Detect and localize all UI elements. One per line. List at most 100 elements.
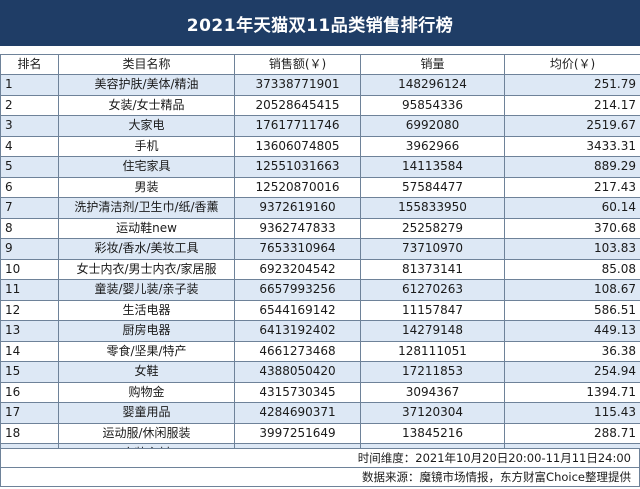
cell-sales-volume: 13845216 [360,422,505,444]
cell-avg-price: 1394.71 [504,381,640,403]
cell-sales-amount: 6923204542 [234,258,361,280]
cell-sales-amount: 17617711746 [234,115,361,137]
cell-sales-volume: 155833950 [360,197,505,219]
data-source-note: 数据来源：魔镜市场情报，东方财富Choice整理提供 [0,467,640,487]
cell-sales-volume: 6992080 [360,115,505,137]
table-row: 15 女鞋 4388050420 17211853 254.94 [0,361,640,383]
cell-sales-amount: 20528645415 [234,94,361,116]
cell-sales-volume: 14113584 [360,156,505,178]
cell-category: 零食/坚果/特产 [58,340,235,362]
table-row: 8 运动鞋new 9362747833 25258279 370.68 [0,217,640,239]
cell-sales-volume: 95854336 [360,94,505,116]
cell-category: 住宅家具 [58,156,235,178]
cell-rank: 13 [0,320,59,342]
cell-sales-amount: 3997251649 [234,422,361,444]
cell-category: 女装/女士精品 [58,94,235,116]
header-sales-amount: 销售额(￥) [234,54,361,75]
cell-sales-volume: 25258279 [360,217,505,239]
cell-rank: 14 [0,340,59,362]
cell-category: 厨房电器 [58,320,235,342]
cell-sales-volume: 128111051 [360,340,505,362]
table-row: 12 生活电器 6544169142 11157847 586.51 [0,299,640,321]
cell-sales-volume: 37120304 [360,402,505,424]
cell-category: 运动服/休闲服装 [58,422,235,444]
cell-sales-volume: 11157847 [360,299,505,321]
cell-avg-price: 108.67 [504,279,640,301]
cell-avg-price: 251.79 [504,74,640,96]
cell-category: 美容护肤/美体/精油 [58,74,235,96]
header-row: 排名 类目名称 销售额(￥) 销量 均价(￥) [0,54,640,75]
cell-rank: 8 [0,217,59,239]
cell-sales-volume: 61270263 [360,279,505,301]
cell-sales-volume: 57584477 [360,176,505,198]
header-category: 类目名称 [58,54,235,75]
cell-avg-price: 60.14 [504,197,640,219]
cell-sales-amount: 7653310964 [234,238,361,260]
cell-category: 女鞋 [58,361,235,383]
cell-avg-price: 288.71 [504,422,640,444]
cell-sales-amount: 4284690371 [234,402,361,424]
table-row: 7 洗护清洁剂/卫生巾/纸/香薰 9372619160 155833950 60.14 [0,197,640,219]
cell-sales-amount: 9362747833 [234,217,361,239]
cell-sales-volume: 3094367 [360,381,505,403]
cell-rank: 9 [0,238,59,260]
cell-sales-amount: 4388050420 [234,361,361,383]
cell-rank: 3 [0,115,59,137]
cell-avg-price: 889.29 [504,156,640,178]
cell-category: 生活电器 [58,299,235,321]
cell-rank: 12 [0,299,59,321]
cell-sales-volume: 148296124 [360,74,505,96]
cell-category: 彩妆/香水/美妆工具 [58,238,235,260]
page-title: 2021年天猫双11品类销售排行榜 [0,0,640,46]
cell-rank: 10 [0,258,59,280]
cell-sales-amount: 9372619160 [234,197,361,219]
cell-sales-amount: 12520870016 [234,176,361,198]
cell-rank: 6 [0,176,59,198]
table-row: 9 彩妆/香水/美妆工具 7653310964 73710970 103.83 [0,238,640,260]
table-body: 1 美容护肤/美体/精油 37338771901 148296124 251.79 2 女装… [0,74,640,485]
cell-rank: 2 [0,94,59,116]
table-row: 2 女装/女士精品 20528645415 95854336 214.17 [0,94,640,116]
table-row: 10 女士内衣/男士内衣/家居服 6923204542 81373141 85.08 [0,258,640,280]
cell-avg-price: 217.43 [504,176,640,198]
cell-rank: 7 [0,197,59,219]
cell-sales-amount: 4315730345 [234,381,361,403]
cell-rank: 16 [0,381,59,403]
cell-sales-amount: 13606074805 [234,135,361,157]
cell-sales-volume: 14279148 [360,320,505,342]
table-row: 17 婴童用品 4284690371 37120304 115.43 [0,402,640,424]
table-header: 排名 类目名称 销售额(￥) 销量 均价(￥) [0,54,640,75]
cell-avg-price: 2519.67 [504,115,640,137]
cell-rank: 17 [0,402,59,424]
cell-sales-amount: 37338771901 [234,74,361,96]
table-row: 4 手机 13606074805 3962966 3433.31 [0,135,640,157]
table-row: 11 童装/婴儿装/亲子装 6657993256 61270263 108.67 [0,279,640,301]
cell-sales-amount: 6544169142 [234,299,361,321]
table-row: 13 厨房电器 6413192402 14279148 449.13 [0,320,640,342]
table-row: 1 美容护肤/美体/精油 37338771901 148296124 251.79 [0,74,640,96]
cell-sales-amount: 12551031663 [234,156,361,178]
cell-sales-volume: 81373141 [360,258,505,280]
cell-sales-volume: 3962966 [360,135,505,157]
cell-category: 大家电 [58,115,235,137]
cell-sales-volume: 73710970 [360,238,505,260]
cell-category: 运动鞋new [58,217,235,239]
cell-category: 男装 [58,176,235,198]
cell-rank: 11 [0,279,59,301]
table-row: 6 男装 12520870016 57584477 217.43 [0,176,640,198]
cell-rank: 4 [0,135,59,157]
cell-avg-price: 85.08 [504,258,640,280]
header-avg-price: 均价(￥) [504,54,640,75]
cell-avg-price: 370.68 [504,217,640,239]
table-row: 14 零食/坚果/特产 4661273468 128111051 36.38 [0,340,640,362]
cell-rank: 15 [0,361,59,383]
cell-category: 女士内衣/男士内衣/家居服 [58,258,235,280]
cell-rank: 18 [0,422,59,444]
cell-category: 洗护清洁剂/卫生巾/纸/香薰 [58,197,235,219]
table-row: 3 大家电 17617711746 6992080 2519.67 [0,115,640,137]
cell-avg-price: 254.94 [504,361,640,383]
cell-category: 婴童用品 [58,402,235,424]
cell-category: 手机 [58,135,235,157]
time-range-note: 时间维度：2021年10月20日20:00-11月11日24:00 [0,448,640,468]
